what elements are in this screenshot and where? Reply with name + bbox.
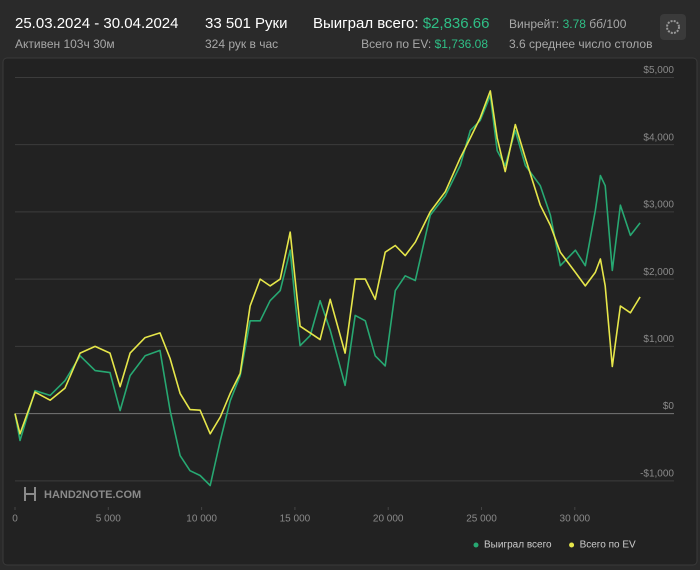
tables: 3.6 среднее число столов bbox=[509, 37, 653, 51]
winrate-label: Винрейт: bbox=[509, 17, 560, 31]
x-tick-label: 20 000 bbox=[373, 514, 404, 525]
logo: HAND2NOTE.COM bbox=[24, 487, 141, 501]
ev: Всего по EV: $1,736.08 bbox=[361, 37, 488, 51]
hands: 33 501 Руки bbox=[205, 15, 288, 32]
won-label: Выиграл всего: bbox=[313, 15, 419, 32]
hands-rate: 324 рук в час bbox=[205, 37, 279, 51]
winrate-unit: бб/100 bbox=[589, 17, 627, 31]
series-line bbox=[14, 94, 641, 487]
y-tick-label: -$1,000 bbox=[640, 468, 674, 479]
ev-label: Всего по EV: bbox=[361, 37, 432, 51]
legend-marker bbox=[569, 542, 575, 548]
legend-marker bbox=[473, 542, 479, 548]
dates: 25.03.2024 - 30.04.2024 bbox=[15, 15, 179, 32]
watermark: HAND2NOTE.COM bbox=[44, 489, 141, 501]
x-tick-label: 10 000 bbox=[186, 514, 217, 525]
legend-label: Всего по EV bbox=[580, 540, 636, 551]
series-line bbox=[14, 90, 641, 435]
x-tick-label: 25 000 bbox=[466, 514, 497, 525]
x-tick-label: 15 000 bbox=[280, 514, 311, 525]
y-tick-label: $0 bbox=[663, 401, 675, 412]
x-tick-label: 0 bbox=[12, 514, 18, 525]
y-tick-label: $5,000 bbox=[643, 65, 674, 76]
settings-icon bbox=[666, 20, 680, 34]
legend-label: Выиграл всего bbox=[484, 540, 552, 551]
won: Выиграл всего: $2,836.66 bbox=[313, 15, 489, 32]
y-tick-label: $4,000 bbox=[643, 132, 674, 143]
ev-value: $1,736.08 bbox=[434, 37, 488, 51]
active-time: Активен 103ч 30м bbox=[15, 37, 115, 51]
x-tick-label: 5 000 bbox=[96, 514, 121, 525]
y-tick-label: $1,000 bbox=[643, 334, 674, 345]
winrate-value: 3.78 bbox=[562, 17, 586, 31]
logo-icon bbox=[24, 487, 36, 501]
x-tick-label: 30 000 bbox=[560, 514, 591, 525]
y-tick-label: $2,000 bbox=[643, 267, 674, 278]
y-tick-label: $3,000 bbox=[643, 200, 674, 211]
winrate: Винрейт: 3.78 бб/100 bbox=[509, 17, 626, 31]
settings-button[interactable] bbox=[660, 14, 686, 40]
won-value: $2,836.66 bbox=[422, 15, 490, 32]
